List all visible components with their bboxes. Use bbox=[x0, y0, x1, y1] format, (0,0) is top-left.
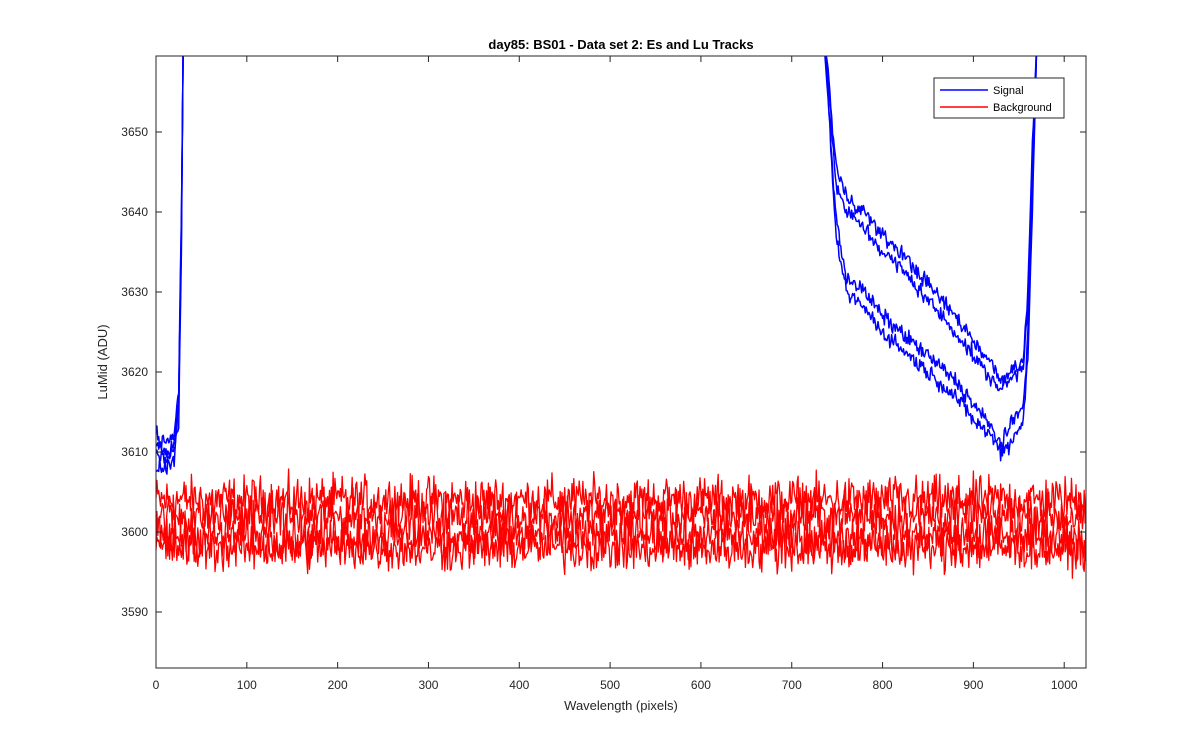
y-tick-label: 3620 bbox=[121, 365, 148, 379]
signal-series-3 bbox=[156, 56, 1037, 459]
legend-box bbox=[933, 77, 1065, 119]
background-series-3 bbox=[156, 516, 1086, 579]
x-tick-label: 200 bbox=[328, 678, 348, 692]
chart-title: day85: BS01 - Data set 2: Es and Lu Trac… bbox=[488, 37, 753, 52]
x-tick-label: 0 bbox=[153, 678, 160, 692]
signal-series-0 bbox=[156, 56, 1038, 451]
axes-box bbox=[155, 55, 1087, 669]
y-tick-label: 3610 bbox=[121, 445, 148, 459]
legend-label-signal: Signal bbox=[993, 85, 1024, 97]
y-axis-ticks: 3590 3600 3610 3620 3630 3640 3650 bbox=[121, 125, 1086, 619]
x-axis-label: Wavelength (pixels) bbox=[564, 698, 678, 713]
x-tick-label: 500 bbox=[600, 678, 620, 692]
x-tick-label: 1000 bbox=[1051, 678, 1078, 692]
x-tick-label: 100 bbox=[237, 678, 257, 692]
y-axis-label: LuMid (ADU) bbox=[95, 324, 110, 399]
y-tick-label: 3600 bbox=[121, 525, 148, 539]
background-series-group bbox=[156, 468, 1086, 579]
x-tick-label: 900 bbox=[963, 678, 983, 692]
y-tick-label: 3630 bbox=[121, 285, 148, 299]
legend-label-background: Background bbox=[993, 102, 1052, 114]
x-tick-label: 600 bbox=[691, 678, 711, 692]
legend: Signal Background bbox=[933, 77, 1065, 119]
x-tick-label: 300 bbox=[418, 678, 438, 692]
signal-series-2 bbox=[156, 56, 1038, 475]
x-tick-label: 800 bbox=[873, 678, 893, 692]
y-tick-label: 3590 bbox=[121, 605, 148, 619]
plot-area bbox=[156, 56, 1086, 579]
x-tick-label: 400 bbox=[509, 678, 529, 692]
x-tick-label: 700 bbox=[782, 678, 802, 692]
y-tick-label: 3650 bbox=[121, 125, 148, 139]
signal-series-1 bbox=[156, 56, 1037, 464]
background-series-1 bbox=[156, 486, 1086, 547]
signal-series-group bbox=[156, 56, 1038, 475]
y-tick-label: 3640 bbox=[121, 205, 148, 219]
x-axis-ticks: 0 100 200 300 400 500 600 700 800 900 1000 bbox=[153, 56, 1078, 692]
